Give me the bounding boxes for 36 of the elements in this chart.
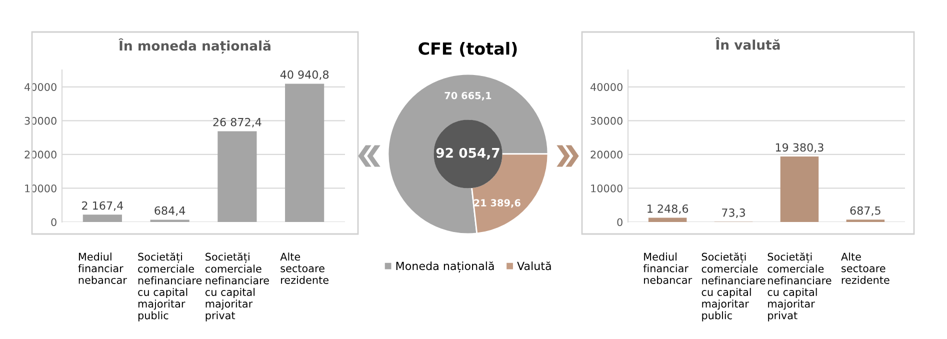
x-tick-label: Societăți comerciale nefinanciare cu capital majoritar privat xyxy=(205,252,269,322)
legend-label: Moneda națională xyxy=(396,261,494,273)
y-tick-label: 30000 xyxy=(590,116,622,125)
x-tick-label: Alte sectoare rezidente xyxy=(841,252,890,284)
data-label: 2 167,4 xyxy=(82,201,124,211)
x-tick-label: Mediul financiar nebancar xyxy=(78,252,127,284)
text: 92 054,7 xyxy=(436,148,500,160)
legend-label: Valută xyxy=(517,261,551,270)
data-label: 73,3 xyxy=(722,208,746,218)
y-tick-label: 10000 xyxy=(591,184,622,192)
data-label: 687,5 xyxy=(850,206,880,216)
y-tick-label: 40000 xyxy=(590,83,622,91)
y-tick-label: 0 xyxy=(51,218,56,226)
chart-title: CFE (total) xyxy=(418,42,517,57)
x-tick-label: Societăți comerciale nefinanciare cu capital majoritar public xyxy=(138,252,202,322)
data-label: 40 940,8 xyxy=(280,70,329,80)
x-tick-label: Mediul financiar nebancar xyxy=(643,252,692,284)
data-label: 21 389,6 xyxy=(474,199,520,208)
y-tick-label: 20000 xyxy=(590,150,622,159)
data-label: 70 665,1 xyxy=(444,92,492,100)
bar xyxy=(218,131,257,222)
data-label: 19 380,3 xyxy=(776,143,824,153)
bar xyxy=(780,156,819,222)
x-tick-label: Alte sectoare rezidente xyxy=(280,252,328,284)
chart-title: În moneda națională xyxy=(118,38,270,54)
chart-title: În valută xyxy=(715,37,780,50)
y-tick-label: 0 xyxy=(617,218,622,226)
bar xyxy=(285,84,324,222)
bar xyxy=(82,214,122,222)
donut-slice xyxy=(387,73,549,235)
x-tick-label: Societăți comerciale nefinanciare cu capital majoritar public xyxy=(702,252,766,322)
data-label: 26 872,4 xyxy=(213,118,262,128)
bar xyxy=(648,218,687,222)
data-label: 1 248,6 xyxy=(648,204,688,214)
data-label: 684,4 xyxy=(154,206,186,216)
x-tick-label: Societăți comerciale nefinanciare cu capital majoritar privat xyxy=(768,252,832,322)
